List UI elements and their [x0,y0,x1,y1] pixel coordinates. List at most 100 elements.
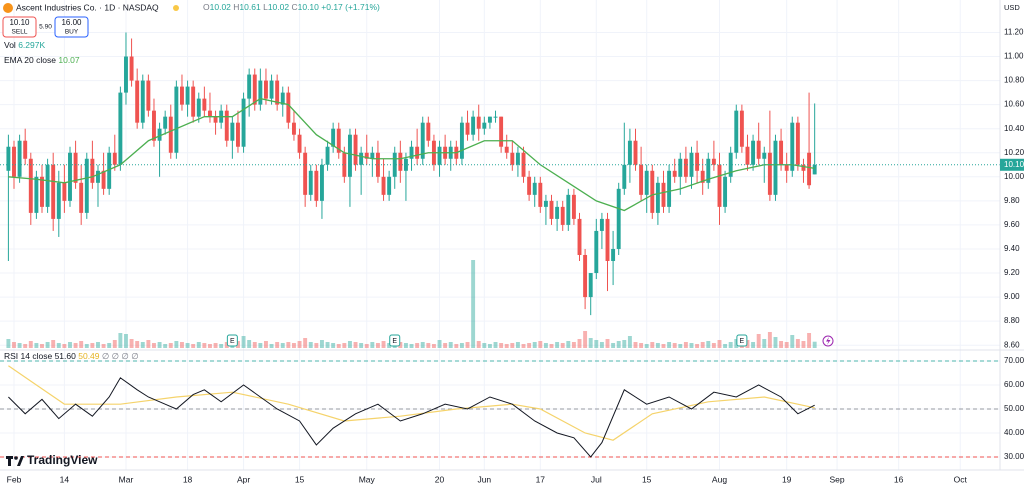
candle-body [627,140,632,165]
candle-body [734,110,739,153]
candle-body [331,128,336,147]
volume-bar [599,342,604,348]
brand-logo: TradingView [6,453,98,467]
volume-bar [745,340,750,348]
volume-bar [594,340,599,348]
sell-button[interactable] [2,16,37,38]
candle-body [471,116,476,135]
volume-bar [263,341,268,348]
volume-bar [734,339,739,348]
candle-body [532,182,537,195]
volume-bar [476,341,481,348]
volume-bar [532,342,537,348]
candle-body [101,170,106,189]
candle-body [90,158,95,183]
candle-body [420,122,425,159]
volume-bar [762,339,767,348]
x-tick-label: Oct [954,474,968,484]
candle-body [639,164,644,195]
x-tick-label: Apr [237,474,250,484]
candle-body [728,152,733,177]
volume-bar [247,340,252,348]
volume-bar [297,341,302,348]
volume-bar [499,343,504,348]
x-tick-label: Sep [830,474,845,484]
y-tick-label: 11.20 [1004,28,1024,37]
volume-bar [152,343,156,348]
volume-bar [678,344,683,348]
y-tick-label: 9.40 [1004,244,1020,253]
candle-body [73,152,78,183]
candle-body [482,122,487,129]
candle-body [308,170,313,195]
candle-body [711,158,716,165]
chart-title: Ascent Industries Co. · 1D · NASDAQ [16,2,159,12]
volume-bar [28,341,33,348]
candle-body [84,158,89,213]
quote-value: 10.10 [298,2,320,12]
candle-body [723,176,728,207]
candle-body [527,176,532,195]
buy-button[interactable] [54,16,89,38]
volume-bar [459,343,464,348]
candle-body [476,116,481,129]
volume-bar [241,336,246,348]
volume-bar [426,343,431,348]
candle-body [381,176,386,195]
candle-body [499,116,504,147]
volume-bar [482,343,487,348]
logo-part [8,456,11,466]
volume-bar [454,344,459,348]
volume-bar [314,343,319,348]
candle-body [17,140,22,177]
candle-body [807,152,812,186]
volume-legend: Vol 6.297K [4,40,45,50]
volume-bar [275,342,280,348]
volume-bar [588,338,593,348]
candle-body [252,74,257,105]
candle-body [650,170,655,213]
last-price-label: 10.10 [1004,160,1024,169]
volume-bar [319,340,324,348]
candle-body [118,92,123,165]
candle-body [510,152,515,165]
y-tick-label: 8.60 [1004,340,1020,349]
volume-bar [616,341,621,348]
volume-bar [325,342,330,348]
y-tick-label: 10.60 [1004,100,1024,109]
candle-body [319,164,324,201]
volume-bar [353,342,358,348]
candle-body [745,146,750,165]
earnings-marker [226,334,238,347]
candle-body [426,122,431,141]
volume-bar [168,343,173,348]
candle-body [297,134,302,153]
volume-bar [583,331,588,348]
candle-body [314,170,319,201]
volume-bar [627,336,632,348]
volume-bar [639,343,644,348]
candle-body [667,170,672,207]
volume-bar [163,344,168,348]
candle-body [79,182,84,213]
y-tick-label: 10.40 [1004,124,1024,133]
candle-body [751,140,756,165]
currency: USD [1004,3,1020,12]
quote-key: C [291,2,297,12]
candle-body [51,164,56,219]
candle-body [672,170,677,177]
volume-bar [224,342,229,348]
volume-bar [135,341,140,348]
quote-key: O [203,2,210,12]
volume-bar [538,341,543,348]
candle-body [689,152,694,177]
volume-bar [174,341,179,348]
candle-body [644,170,649,195]
candle-body [549,200,554,219]
rsi-tick-label: 70.00 [1004,356,1024,365]
quote-value: 10.61 [239,2,261,12]
earnings-marker [389,334,401,347]
volume-bar [437,340,442,348]
candle-body [756,140,761,159]
